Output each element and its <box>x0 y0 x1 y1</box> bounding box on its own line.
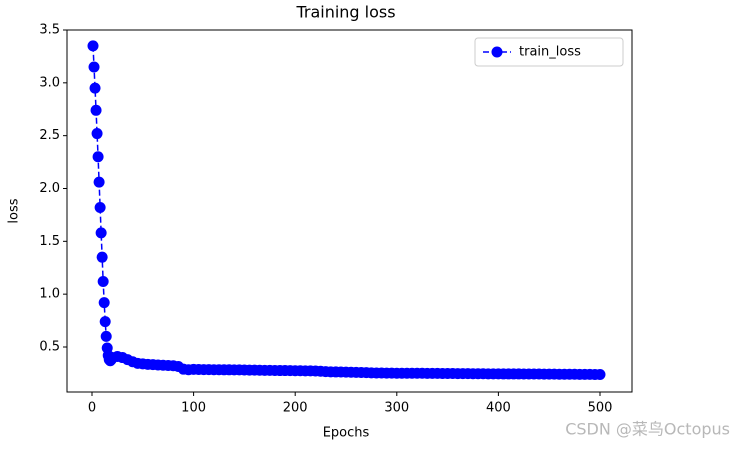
y-tick-label: 0.5 <box>39 339 60 354</box>
point <box>99 316 111 328</box>
point <box>97 275 109 287</box>
x-tick-label: 500 <box>588 401 613 416</box>
legend-box <box>474 37 624 67</box>
x-tick-label: 400 <box>486 401 511 416</box>
point <box>91 128 103 140</box>
point <box>89 82 101 94</box>
point <box>95 227 107 239</box>
y-axis-label: loss <box>7 198 22 223</box>
watermark: CSDN @菜鸟Octopus <box>565 420 730 439</box>
y-tick-label: 1.5 <box>39 234 60 249</box>
legend-marker <box>491 46 503 58</box>
point <box>92 151 104 163</box>
y-tick-label: 3.5 <box>39 23 60 38</box>
y-tick-label: 3.0 <box>39 75 60 90</box>
point <box>594 368 606 380</box>
point <box>94 202 106 214</box>
plot-area <box>66 29 633 393</box>
loss-line <box>92 45 600 376</box>
point <box>90 104 102 116</box>
point <box>88 61 100 73</box>
y-tick-label: 1.0 <box>39 287 60 302</box>
x-axis-label: Epochs <box>323 426 370 441</box>
y-tick-label: 2.5 <box>39 128 60 143</box>
point <box>87 40 99 52</box>
x-tick-label: 300 <box>384 401 409 416</box>
point <box>98 297 110 309</box>
point <box>100 330 112 342</box>
point <box>93 176 105 188</box>
y-tick-label: 2.0 <box>39 181 60 196</box>
x-tick-label: 0 <box>88 401 96 416</box>
chart-title: Training loss <box>295 3 395 22</box>
x-tick-label: 200 <box>283 401 308 416</box>
x-tick-label: 100 <box>181 401 206 416</box>
legend-label: train_loss <box>519 45 581 60</box>
point <box>96 251 108 263</box>
